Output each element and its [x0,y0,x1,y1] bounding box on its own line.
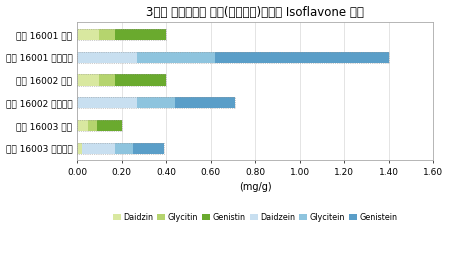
Bar [77,52,389,63]
Bar [133,143,164,154]
Bar [77,74,166,86]
Bar [215,52,389,63]
Bar [175,97,235,108]
Bar [137,52,215,63]
Bar [77,97,137,108]
Bar [115,29,166,40]
Bar [77,29,99,40]
Bar [77,52,137,63]
Bar [77,29,166,40]
Bar [115,74,166,86]
X-axis label: (mg/g): (mg/g) [239,183,272,193]
Bar [77,143,82,154]
Bar [77,120,122,131]
Bar [77,143,164,154]
Bar [82,143,115,154]
Bar [77,120,88,131]
Bar [77,74,99,86]
Bar [97,120,122,131]
Bar [88,120,97,131]
Bar [99,74,115,86]
Title: 3반복 시험생산된 대두(생물전환)산물의 Isoflavone 함량: 3반복 시험생산된 대두(생물전환)산물의 Isoflavone 함량 [146,6,364,19]
Bar [77,97,235,108]
Legend: Daidzin, Glycitin, Genistin, Daidzein, Glycitein, Genistein: Daidzin, Glycitin, Genistin, Daidzein, G… [110,210,401,225]
Bar [115,143,133,154]
Bar [137,97,175,108]
Bar [99,29,115,40]
